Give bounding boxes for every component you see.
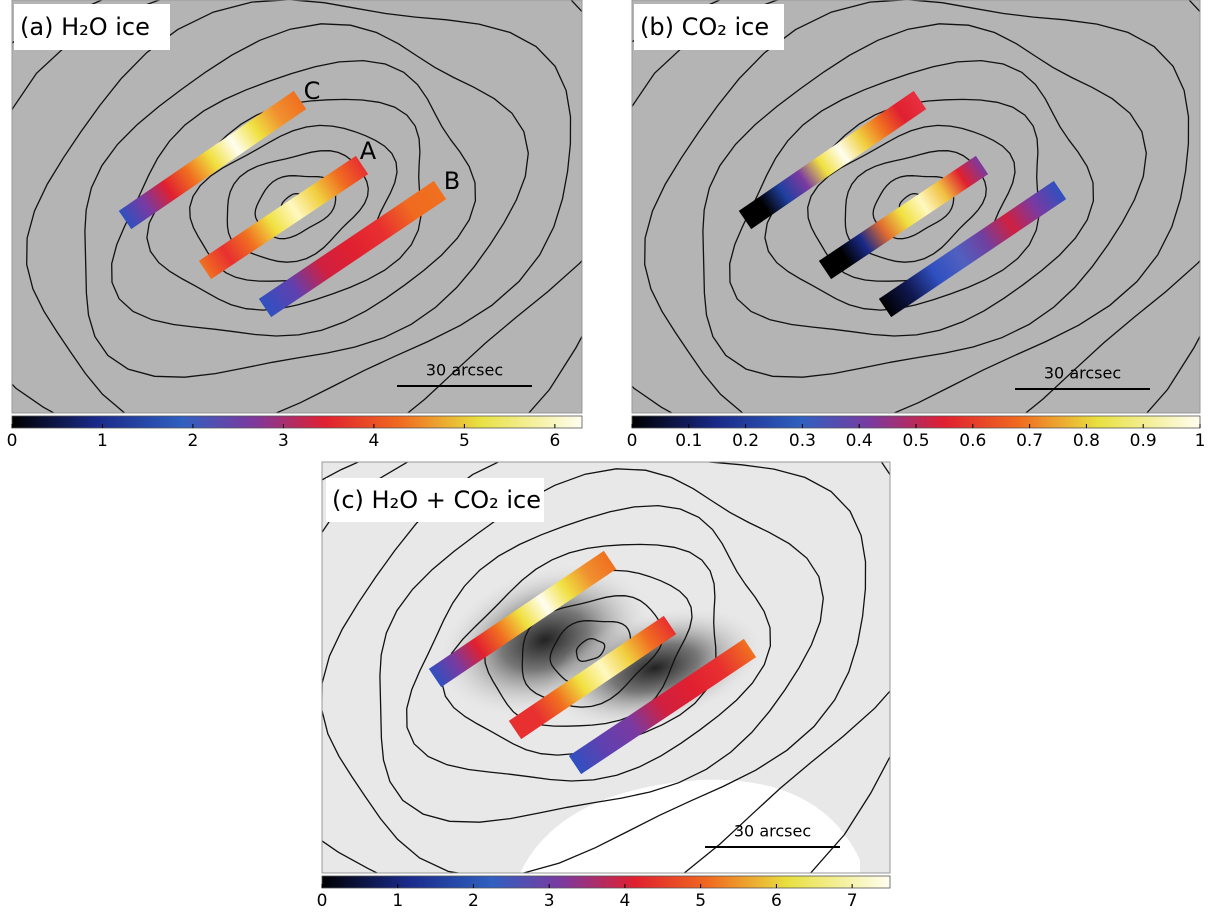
colorbar-tick-label: 0.4 (846, 431, 873, 451)
colorbar-tick-label: 0.5 (902, 431, 929, 451)
colorbar-tick-label: 5 (459, 431, 470, 451)
slit-label: A (360, 137, 377, 165)
figure: 30 arcsec (a) H₂O ice C A B 0 1 2 3 4 5 6 30 arcsec (… (0, 0, 1210, 913)
colorbar (322, 876, 890, 888)
colorbar-tick-label: 0.6 (959, 431, 986, 451)
scale-bar-label: 30 arcsec (734, 822, 811, 841)
colorbar-tick-label: 0 (317, 891, 328, 911)
colorbar-tick-label: 5 (695, 891, 706, 911)
slit-label: B (444, 167, 460, 195)
colorbar-tick-label: 0 (627, 431, 638, 451)
panel-label: (c) H₂O + CO₂ ice (332, 486, 541, 514)
colorbar-tick-label: 1 (1195, 431, 1206, 451)
scale-bar-label: 30 arcsec (426, 361, 503, 380)
colorbar-tick-label: 2 (468, 891, 479, 911)
colorbar-tick-label: 6 (771, 891, 782, 911)
panel-label: (a) H₂O ice (20, 13, 150, 41)
colorbar-tick-label: 0.9 (1130, 431, 1157, 451)
colorbar-tick-label: 0.1 (675, 431, 702, 451)
colorbar-tick-label: 7 (847, 891, 858, 911)
colorbar-tick-label: 6 (549, 431, 560, 451)
colorbar-tick-label: 4 (620, 891, 631, 911)
colorbar-tick-label: 0.2 (732, 431, 759, 451)
colorbar-tick-label: 0.3 (789, 431, 816, 451)
colorbar-tick-label: 0 (7, 431, 18, 451)
colorbar-tick-label: 2 (188, 431, 199, 451)
colorbar-tick-label: 0.8 (1073, 431, 1100, 451)
colorbar-tick-label: 3 (278, 431, 289, 451)
colorbar (12, 416, 582, 428)
colorbar-tick-label: 0.7 (1016, 431, 1043, 451)
colorbar-tick-label: 4 (368, 431, 379, 451)
scale-bar-label: 30 arcsec (1044, 364, 1121, 383)
colorbar-tick-label: 1 (97, 431, 108, 451)
colorbar-tick-label: 1 (392, 891, 403, 911)
colorbar-tick-label: 3 (544, 891, 555, 911)
slit-label: C (304, 77, 321, 105)
panel-label: (b) CO₂ ice (640, 13, 769, 41)
